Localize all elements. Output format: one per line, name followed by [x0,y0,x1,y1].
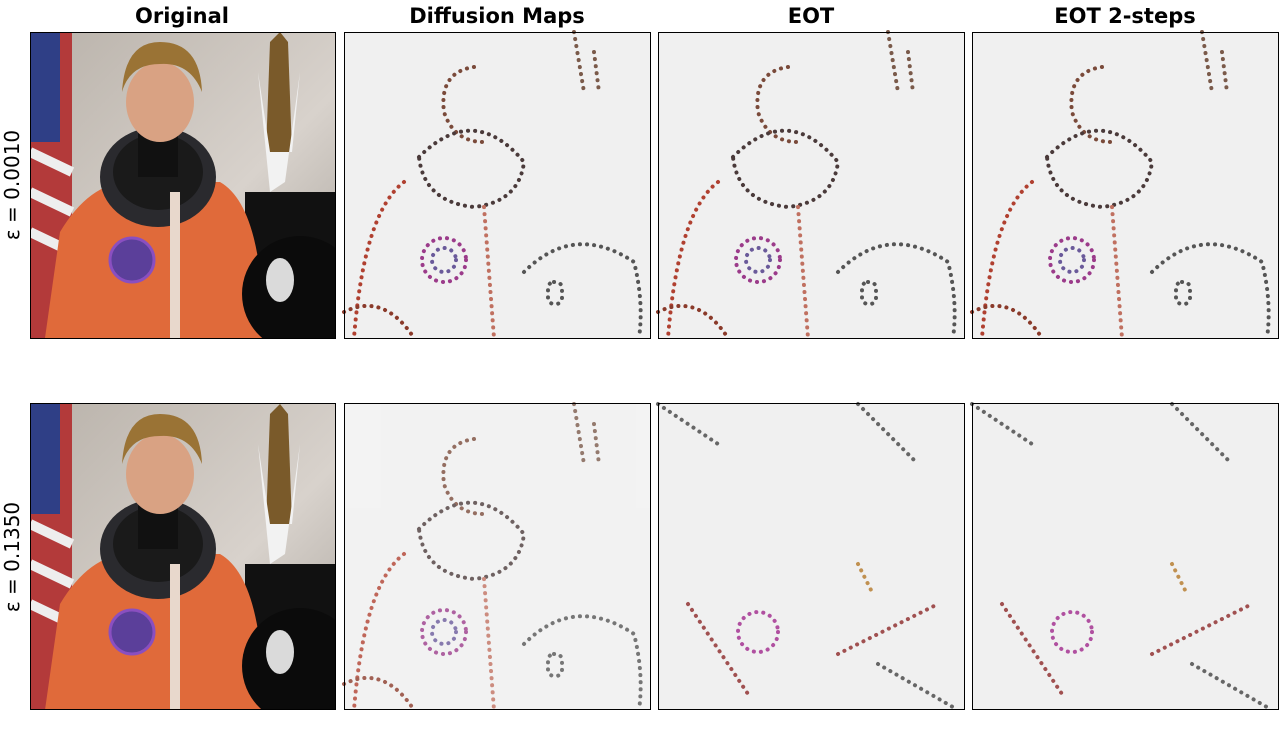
image [656,30,966,340]
image [970,402,1280,712]
image [342,402,652,712]
column-title: EOT 2-steps [1054,4,1195,28]
column-title: Original [135,4,229,28]
image [342,30,652,340]
image [30,32,358,352]
panels [30,30,1280,724]
row-label: ε = 0.0010 [0,130,24,240]
row-label: ε = 0.1350 [0,502,24,612]
image [656,402,966,712]
column-titles: Original Diffusion Maps EOT EOT 2-steps [135,4,1196,28]
column-title: EOT [788,4,835,28]
image [970,30,1280,340]
column-title: Diffusion Maps [409,4,585,28]
image [30,404,358,724]
